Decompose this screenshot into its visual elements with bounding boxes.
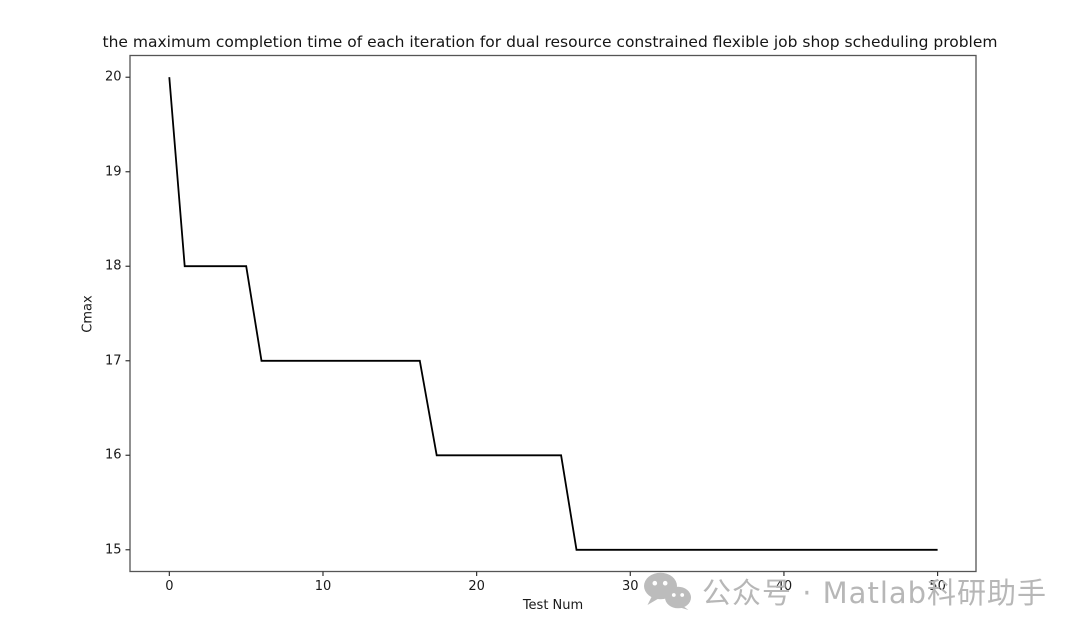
y-tick-label: 18 bbox=[104, 258, 122, 274]
axis-tick-marks bbox=[125, 76, 939, 576]
y-tick-label: 15 bbox=[104, 542, 122, 558]
x-tick-label: 0 bbox=[165, 578, 174, 594]
chart-title: the maximum completion time of each iter… bbox=[102, 33, 998, 51]
x-tick-label: 50 bbox=[929, 578, 946, 594]
y-tick-label: 17 bbox=[104, 353, 122, 369]
plot-border bbox=[129, 54, 977, 573]
y-tick-label: 19 bbox=[104, 164, 122, 180]
x-tick-label: 40 bbox=[775, 578, 793, 594]
x-tick-label: 10 bbox=[314, 578, 332, 594]
x-axis-label: Test Num bbox=[522, 598, 584, 613]
y-tick-label: 16 bbox=[104, 447, 122, 463]
y-axis-label: Cmax bbox=[80, 295, 96, 333]
x-tick-label: 30 bbox=[622, 578, 639, 594]
y-tick-label: 20 bbox=[104, 69, 122, 85]
x-tick-label: 20 bbox=[468, 578, 485, 594]
cmax-convergence-line bbox=[168, 77, 938, 551]
